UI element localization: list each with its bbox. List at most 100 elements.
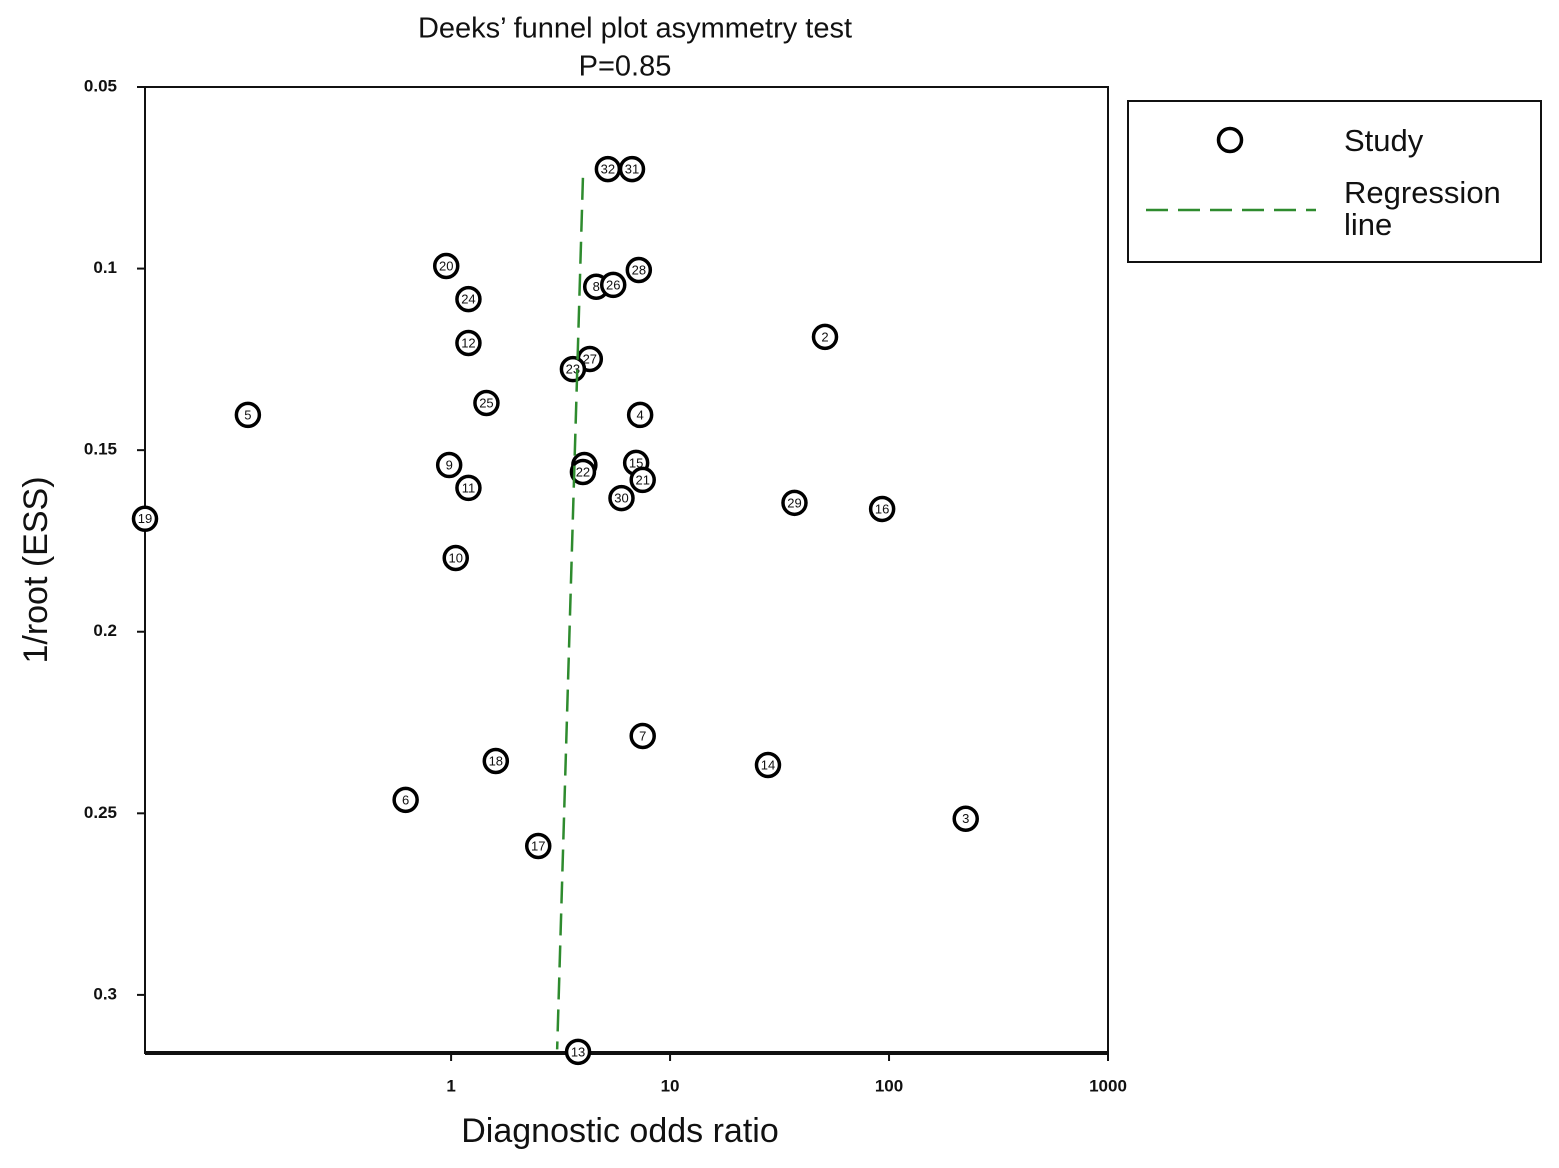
study-point: 32 [594, 155, 622, 183]
marker [482, 747, 510, 775]
point-label: 22 [576, 464, 590, 479]
study-point: 16 [868, 495, 896, 523]
point-label: 6 [402, 792, 409, 807]
y-axis-label: 1/root (ESS) [17, 476, 55, 663]
study-point: 19 [131, 505, 159, 533]
marker [952, 805, 979, 833]
x-tick-label: 1000 [1089, 1076, 1127, 1095]
study-point: 10 [442, 544, 469, 572]
x-tick-label: 100 [875, 1076, 903, 1095]
study-point: 2 [811, 323, 839, 351]
marker [626, 401, 654, 429]
legend-label: Study [1344, 123, 1424, 158]
marker [625, 256, 653, 284]
point-label: 2 [821, 329, 828, 344]
study-point: 22 [569, 458, 597, 486]
study-point: 31 [618, 155, 646, 183]
regression-line [555, 177, 585, 1050]
point-label: 29 [787, 495, 801, 510]
study-point: 6 [392, 786, 419, 814]
study-point: 11 [455, 474, 482, 502]
study-point: 26 [599, 271, 627, 299]
plot-frame [144, 86, 1109, 1054]
study-point: 4 [626, 401, 654, 429]
legend-box [1127, 100, 1542, 263]
marker [524, 832, 552, 860]
study-point: 23 [559, 355, 587, 383]
x-tick-label: 1 [446, 1076, 455, 1095]
study-point: 18 [482, 747, 510, 775]
study-point: 28 [625, 256, 653, 284]
marker [629, 722, 656, 750]
point-label: 15 [629, 455, 643, 470]
study-point: 5 [234, 401, 262, 429]
point-label: 21 [635, 472, 649, 487]
y-tick-label: 0.25 [84, 803, 117, 822]
x-tick-label: 10 [661, 1076, 680, 1095]
point-label: 18 [489, 753, 503, 768]
point-label: 5 [244, 407, 251, 422]
y-tick-label: 0.05 [84, 76, 117, 95]
marker [754, 751, 782, 779]
study-point: 29 [781, 489, 808, 517]
point-label: 27 [583, 351, 597, 366]
study-point: 20 [432, 252, 460, 280]
study-point: 24 [455, 285, 482, 313]
point-label: 13 [571, 1044, 585, 1059]
point-label: 9 [446, 457, 453, 472]
point-label: 28 [632, 262, 646, 277]
marker [618, 155, 646, 183]
marker [435, 451, 463, 479]
point-label: 8 [593, 279, 600, 294]
study-point: 21 [629, 466, 656, 494]
study-point: 30 [608, 484, 635, 512]
point-label: 30 [614, 491, 628, 506]
study-point: 25 [473, 389, 500, 417]
y-tick-label: 0.3 [93, 984, 117, 1003]
marker [629, 466, 656, 494]
study-point: 17 [524, 832, 552, 860]
marker [559, 355, 587, 383]
point-label: 11 [462, 480, 476, 495]
point-label: 32 [601, 162, 615, 177]
marker [569, 458, 597, 486]
marker [811, 323, 839, 351]
point-label: 25 [479, 395, 493, 410]
study-point: 9 [435, 451, 463, 479]
point-label: 31 [625, 162, 639, 177]
marker [564, 1038, 592, 1066]
point-label: 17 [531, 838, 545, 853]
marker [392, 786, 419, 814]
study-point: 7 [629, 722, 656, 750]
marker [234, 401, 262, 429]
legend-marker [1216, 126, 1244, 154]
marker [473, 389, 500, 417]
point-label: 26 [606, 277, 620, 292]
study-point: 13 [564, 1038, 592, 1066]
point-label: 7 [639, 728, 646, 743]
study-point: 14 [754, 751, 782, 779]
point-label: 24 [461, 292, 475, 307]
marker [131, 505, 159, 533]
point-label: 20 [439, 258, 453, 273]
point-label: 12 [461, 335, 475, 350]
marker [608, 484, 635, 512]
legend-label: Regression line [1344, 175, 1501, 242]
point-label: 14 [761, 757, 775, 772]
point-label: 3 [962, 811, 969, 826]
chart-title: Deeks’ funnel plot asymmetry test [418, 13, 852, 45]
marker [455, 474, 482, 502]
y-tick-label: 0.1 [93, 258, 117, 277]
study-point: 12 [455, 329, 482, 357]
marker [781, 489, 808, 517]
y-tick-label: 0.2 [93, 621, 117, 640]
marker [868, 495, 896, 523]
marker [455, 285, 482, 313]
chart-subtitle: P=0.85 [579, 51, 672, 83]
marker [432, 252, 460, 280]
point-label: 19 [138, 511, 152, 526]
marker [599, 271, 627, 299]
marker [455, 329, 482, 357]
